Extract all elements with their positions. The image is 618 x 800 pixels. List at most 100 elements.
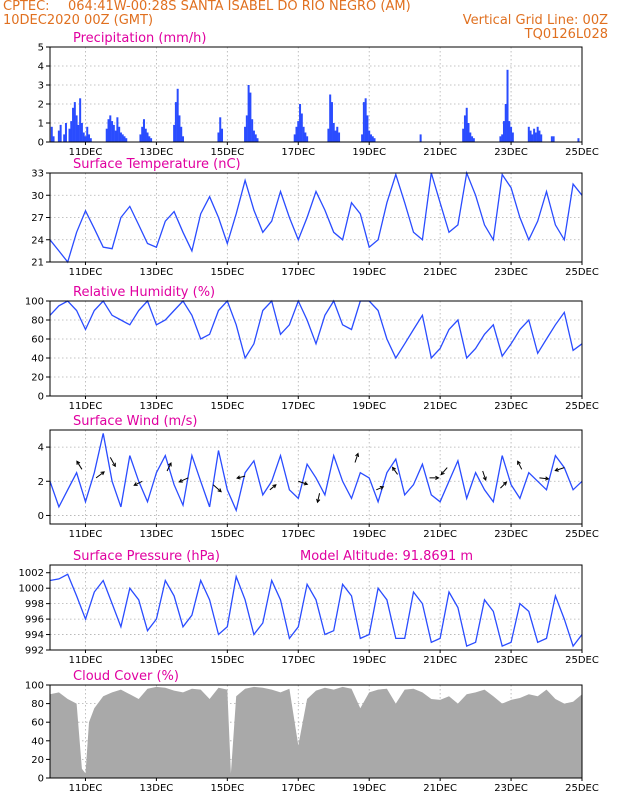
cloud-xtick-label: 25DEC (565, 783, 599, 794)
precip-bar (52, 136, 55, 142)
precip-bar (88, 134, 91, 142)
precip-bar (245, 115, 248, 142)
temp-title: Surface Temperature (nC) (73, 157, 241, 172)
precip-bar (86, 126, 89, 142)
temp-ytick-label: 30 (31, 191, 44, 202)
wind-arrow-head (100, 471, 105, 476)
precip-bar (249, 92, 252, 142)
temp-xtick-label: 19DEC (352, 267, 386, 278)
precip-plot-frame (49, 46, 583, 143)
pres-xtick-label: 15DEC (210, 655, 244, 666)
precip-bar (105, 128, 108, 142)
precip-bar (252, 130, 255, 142)
precip-bar (338, 132, 341, 142)
wind-plot-border (49, 429, 583, 525)
wind-arrow-head (554, 467, 559, 472)
wind-arrow (166, 462, 172, 472)
wind-arrow-head (379, 486, 385, 490)
precip-bar (121, 134, 124, 142)
precip-bar (502, 121, 505, 142)
precip-xtick-label: 19DEC (352, 147, 386, 158)
precip-bar (327, 128, 330, 142)
precip-bar (334, 130, 337, 142)
wind-title: Surface Wind (m/s) (73, 414, 197, 429)
pres-xtick-label: 11DEC (69, 655, 103, 666)
cloud-xtick-label: 15DEC (210, 783, 244, 794)
precip-bar (80, 123, 83, 142)
rh-series-line (49, 299, 583, 360)
cloud-xtick-label: 21DEC (423, 783, 457, 794)
wind-arrow-head (482, 476, 487, 481)
rh-plot-border (49, 300, 583, 397)
precip-bar (462, 128, 465, 142)
precip-bar (144, 128, 147, 142)
precip-bar (577, 138, 580, 142)
wind-xtick-label: 11DEC (69, 529, 103, 540)
precip-bar (540, 134, 543, 142)
precip-bar (533, 128, 536, 142)
pres-xtick-label: 25DEC (565, 655, 599, 666)
pres-note: Model Altitude: 91.8691 m (300, 549, 473, 564)
precip-xtick-label: 23DEC (494, 147, 528, 158)
pres-xtick-label: 23DEC (494, 655, 528, 666)
header-location: 064:41W-00:28S SANTA ISABEL DO RIO NEGRO… (68, 0, 411, 14)
temp-xtick-label: 13DEC (140, 267, 174, 278)
precip-bar (527, 126, 530, 142)
pres-series-line (49, 573, 583, 648)
precip-bar (471, 136, 474, 142)
wind-ytick-label: 0 (38, 511, 44, 522)
wind-arrow (440, 467, 448, 475)
wind-xtick-label: 21DEC (423, 529, 457, 540)
wind-arrow-head (355, 452, 360, 457)
precip-bar (221, 128, 224, 142)
pres-xtick-label: 17DEC (281, 655, 315, 666)
pres-ytick-label: 992 (25, 646, 44, 657)
pres-ytick-label: 1002 (19, 568, 44, 579)
pres-xtick-label: 19DEC (352, 655, 386, 666)
temp-xtick-label: 11DEC (69, 267, 103, 278)
precip-bar (112, 124, 115, 142)
precip-bar (469, 132, 472, 142)
precip-bar (77, 124, 80, 142)
wind-arrow-head (391, 466, 396, 471)
precip-ytick-label: 0 (38, 138, 44, 149)
precip-xtick-label: 25DEC (565, 147, 599, 158)
wind-arrow (376, 486, 384, 491)
wind-arrow-head (316, 498, 321, 504)
precip-bar (529, 130, 532, 142)
wind-arrow (212, 484, 222, 493)
wind-arrow-head (76, 460, 81, 465)
precip-ytick-label: 5 (38, 43, 44, 54)
precip-bar (501, 134, 504, 142)
precip-ytick-label: 1 (38, 119, 44, 130)
wind-xtick-label: 17DEC (281, 529, 315, 540)
rh-xtick-label: 23DEC (494, 401, 528, 412)
pres-plot-frame (49, 564, 583, 651)
precip-bar (217, 132, 220, 142)
precip-bar (304, 132, 307, 142)
temp-ytick-label: 21 (31, 258, 44, 269)
precip-bar (499, 136, 502, 142)
wind-arrow-head (272, 484, 277, 489)
cloud-ytick-label: 80 (31, 699, 44, 710)
precip-bar (50, 126, 53, 142)
pres-ytick-label: 1000 (19, 584, 44, 595)
precip-bar (463, 115, 466, 142)
temp-xtick-label: 15DEC (210, 267, 244, 278)
precip-bar (302, 126, 305, 142)
pres-xtick-label: 21DEC (423, 655, 457, 666)
rh-ytick-label: 20 (31, 373, 44, 384)
wind-arrow (236, 475, 246, 479)
precip-bar (371, 136, 374, 142)
cloud-xtick-label: 17DEC (281, 783, 315, 794)
precip-bar (59, 124, 62, 142)
precip-bar (369, 134, 372, 142)
wind-xtick-label: 19DEC (352, 529, 386, 540)
wind-series-line (49, 433, 583, 513)
cloud-xtick-label: 13DEC (140, 783, 174, 794)
wind-arrow (539, 477, 549, 480)
cloud-xtick-label: 19DEC (352, 783, 386, 794)
precip-bar (219, 117, 222, 142)
precip-bar (364, 98, 367, 142)
precip-bar (63, 134, 66, 142)
